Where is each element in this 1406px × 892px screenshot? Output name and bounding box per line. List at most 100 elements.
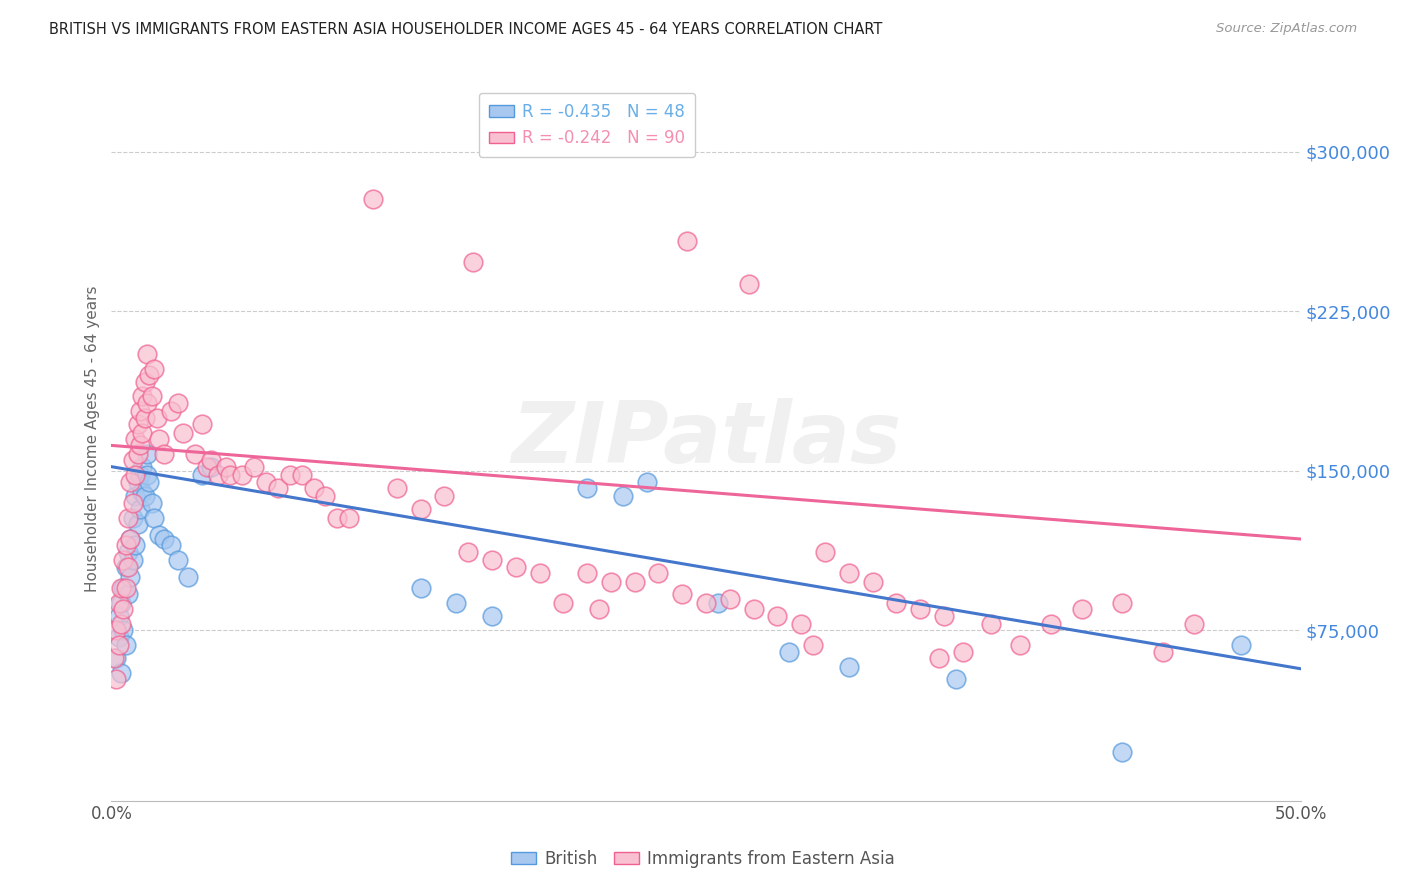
Point <box>884 596 907 610</box>
Point <box>231 468 253 483</box>
Point <box>160 404 183 418</box>
Point <box>124 490 146 504</box>
Point <box>107 638 129 652</box>
Point <box>553 596 575 610</box>
Point <box>291 468 314 483</box>
Point <box>1182 617 1205 632</box>
Point <box>110 617 132 632</box>
Point <box>191 468 214 483</box>
Point <box>143 510 166 524</box>
Point <box>219 468 242 483</box>
Point <box>200 459 222 474</box>
Point <box>814 545 837 559</box>
Point <box>1008 638 1031 652</box>
Point <box>127 475 149 489</box>
Point <box>409 502 432 516</box>
Point <box>838 566 860 580</box>
Point <box>908 602 931 616</box>
Point <box>152 447 174 461</box>
Point <box>446 596 468 610</box>
Point <box>167 396 190 410</box>
Point <box>131 425 153 440</box>
Point <box>134 375 156 389</box>
Point <box>148 527 170 541</box>
Point <box>124 468 146 483</box>
Point <box>120 570 142 584</box>
Point <box>136 447 159 461</box>
Point <box>838 659 860 673</box>
Point <box>127 517 149 532</box>
Point <box>766 608 789 623</box>
Point <box>129 502 152 516</box>
Point <box>114 581 136 595</box>
Point <box>529 566 551 580</box>
Point <box>1039 617 1062 632</box>
Point <box>136 396 159 410</box>
Point <box>117 587 139 601</box>
Point <box>457 545 479 559</box>
Point <box>110 665 132 680</box>
Point <box>112 581 135 595</box>
Point <box>636 475 658 489</box>
Point <box>136 468 159 483</box>
Point <box>647 566 669 580</box>
Point <box>141 496 163 510</box>
Point <box>461 255 484 269</box>
Point <box>131 389 153 403</box>
Point <box>107 608 129 623</box>
Point <box>172 425 194 440</box>
Point <box>114 538 136 552</box>
Point <box>195 459 218 474</box>
Point <box>742 602 765 616</box>
Point <box>243 459 266 474</box>
Point <box>110 581 132 595</box>
Point <box>1230 638 1253 652</box>
Point <box>790 617 813 632</box>
Point <box>676 234 699 248</box>
Point <box>409 581 432 595</box>
Point <box>481 608 503 623</box>
Point <box>131 459 153 474</box>
Point <box>707 596 730 610</box>
Text: BRITISH VS IMMIGRANTS FROM EASTERN ASIA HOUSEHOLDER INCOME AGES 45 - 64 YEARS CO: BRITISH VS IMMIGRANTS FROM EASTERN ASIA … <box>49 22 883 37</box>
Point <box>138 475 160 489</box>
Point <box>599 574 621 589</box>
Point <box>207 468 229 483</box>
Y-axis label: Householder Income Ages 45 - 64 years: Householder Income Ages 45 - 64 years <box>86 285 100 592</box>
Point <box>124 432 146 446</box>
Point <box>952 645 974 659</box>
Point <box>928 651 950 665</box>
Point <box>326 510 349 524</box>
Point <box>112 624 135 638</box>
Point <box>505 559 527 574</box>
Point <box>152 532 174 546</box>
Point <box>110 596 132 610</box>
Point <box>623 574 645 589</box>
Point <box>105 651 128 665</box>
Point <box>1070 602 1092 616</box>
Point <box>145 410 167 425</box>
Point <box>103 651 125 665</box>
Point <box>117 545 139 559</box>
Point <box>114 638 136 652</box>
Point <box>314 490 336 504</box>
Point <box>862 574 884 589</box>
Legend: R = -0.435   N = 48, R = -0.242   N = 90: R = -0.435 N = 48, R = -0.242 N = 90 <box>479 93 696 157</box>
Point <box>107 630 129 644</box>
Point <box>980 617 1002 632</box>
Point <box>167 553 190 567</box>
Point <box>278 468 301 483</box>
Point <box>129 468 152 483</box>
Point <box>183 447 205 461</box>
Point <box>361 192 384 206</box>
Text: ZIPatlas: ZIPatlas <box>510 398 901 481</box>
Point <box>143 361 166 376</box>
Point <box>105 673 128 687</box>
Point <box>134 490 156 504</box>
Point <box>121 510 143 524</box>
Point <box>134 410 156 425</box>
Point <box>481 553 503 567</box>
Point <box>612 490 634 504</box>
Point <box>302 481 325 495</box>
Point <box>129 404 152 418</box>
